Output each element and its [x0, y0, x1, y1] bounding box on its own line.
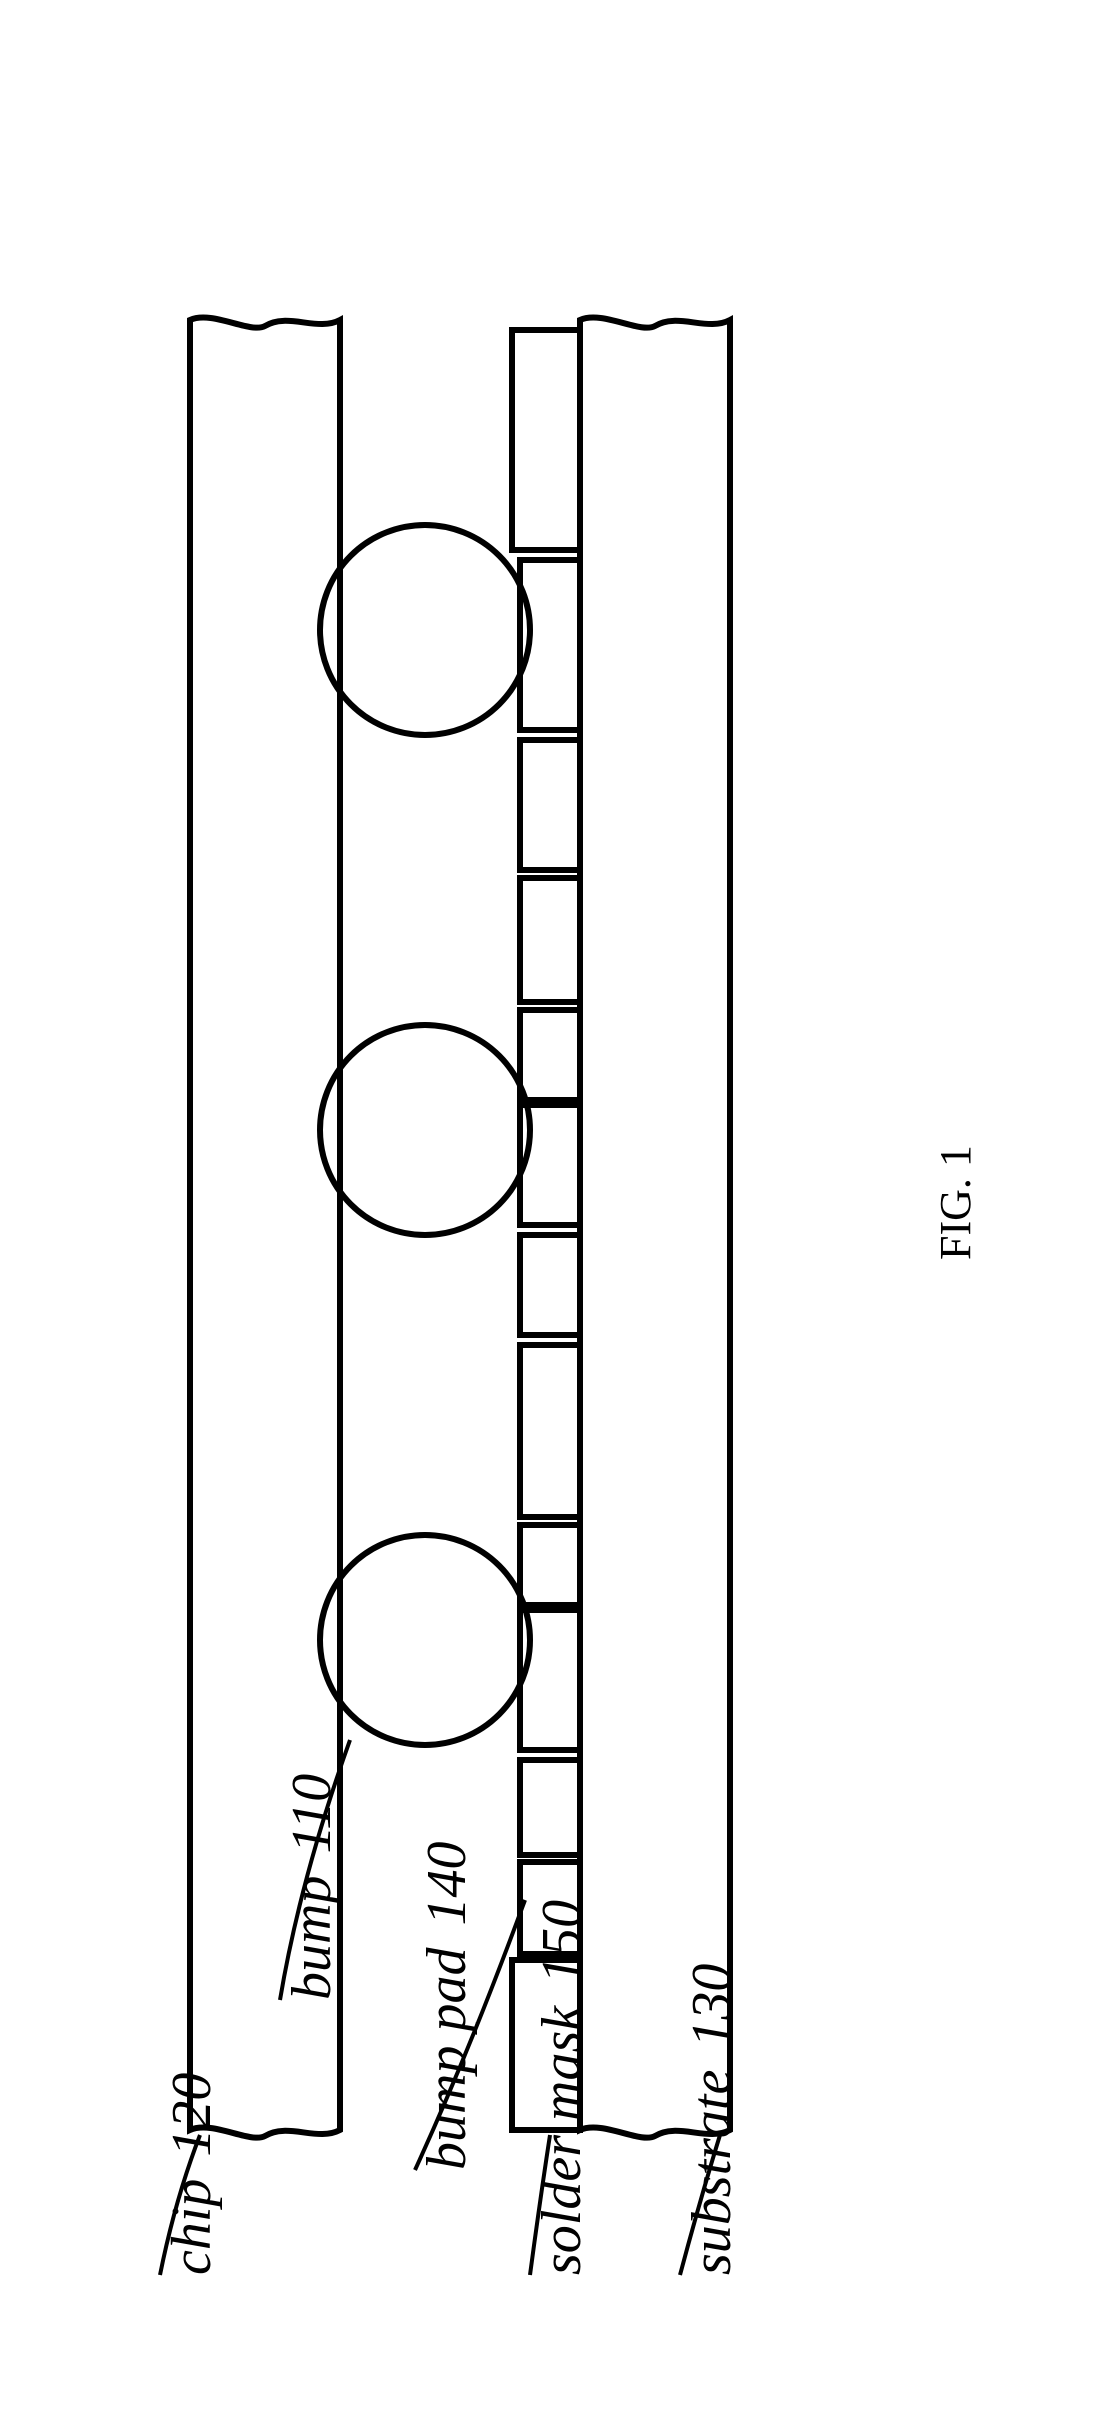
substrate-slab: [580, 318, 730, 2138]
substrate-label-num: 130: [681, 1964, 743, 2048]
solder-mask-rect-5: [520, 1760, 580, 1855]
substrate-label-text: substrate: [681, 2070, 743, 2275]
solder-mask-rect-3: [520, 1235, 580, 1335]
bump-label-text: bump: [281, 1876, 343, 2000]
bump-circle-1: [320, 1025, 530, 1235]
solder-mask-label: solder mask 150: [530, 1900, 594, 2275]
solder-mask-rect-2: [520, 1010, 580, 1100]
solder-mask-rect-1: [520, 740, 580, 870]
bump-label: bump 110: [280, 1774, 344, 2000]
bump-circle-2: [320, 1535, 530, 1745]
figure-caption: FIG. 1: [930, 1145, 981, 1260]
bump-pad-rect-3: [520, 1345, 580, 1517]
solder-mask-label-text: solder mask: [531, 2006, 593, 2275]
solder-mask-label-num: 150: [531, 1900, 593, 1984]
chip-label-text: chip: [161, 2179, 223, 2275]
bump-pad-label-num: 140: [416, 1842, 478, 1926]
solder-mask-rect-4: [520, 1525, 580, 1605]
chip-label: chip 120: [160, 2073, 224, 2275]
bump-pad-label: bump pad 140: [415, 1842, 479, 2170]
bump-pad-label-text: bump pad: [416, 1948, 478, 2170]
figure-canvas: chip 120 bump 110 bump pad 140 solder ma…: [0, 0, 1094, 2404]
substrate-label: substrate 130: [680, 1964, 744, 2275]
solder-mask-rect-0: [512, 330, 580, 550]
bump-pad-rect-1: [520, 878, 580, 1002]
bump-circle-0: [320, 525, 530, 735]
chip-label-num: 120: [161, 2073, 223, 2157]
bump-label-num: 110: [281, 1774, 343, 1854]
